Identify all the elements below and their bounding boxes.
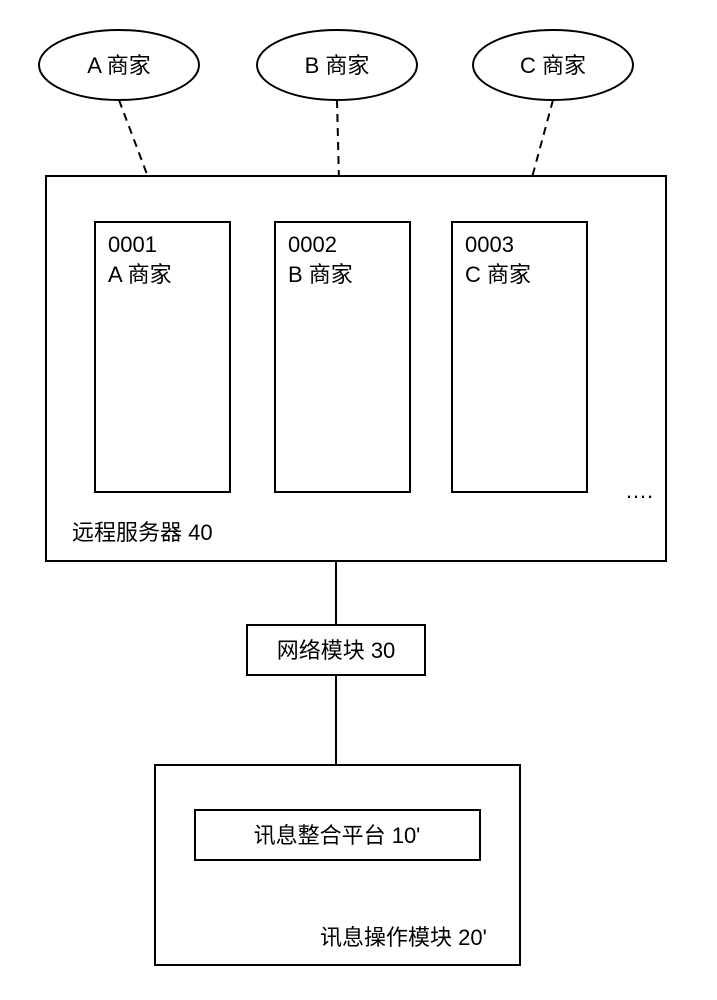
message-op-module-label: 讯息操作模块 20' xyxy=(320,925,487,950)
message-platform-box: 讯息整合平台 10' xyxy=(195,810,480,860)
merchant-c-node: C 商家 xyxy=(473,30,633,100)
message-platform-label: 讯息整合平台 10' xyxy=(254,823,421,848)
server-ellipsis: …. xyxy=(625,478,653,503)
server-card-a-name: A 商家 xyxy=(108,262,172,287)
merchant-b-label: B 商家 xyxy=(305,53,370,78)
remote-server-label: 远程服务器 40 xyxy=(72,520,213,545)
server-card-b-code: 0002 xyxy=(288,232,337,257)
merchant-c-label: C 商家 xyxy=(520,53,586,78)
diagram-canvas: A 商家 B 商家 C 商家 0001 A 商家 0002 B 商家 0003 … xyxy=(0,0,717,1000)
network-module-label: 网络模块 30 xyxy=(277,638,396,663)
network-module-box: 网络模块 30 xyxy=(247,625,425,675)
remote-server-box: 0001 A 商家 0002 B 商家 0003 C 商家 …. 远程服务器 4… xyxy=(46,176,666,561)
server-card-b-name: B 商家 xyxy=(288,262,353,287)
server-card-c-name: C 商家 xyxy=(465,262,531,287)
merchant-b-node: B 商家 xyxy=(257,30,417,100)
server-card-a: 0001 A 商家 xyxy=(95,222,230,492)
server-card-b: 0002 B 商家 xyxy=(275,222,410,492)
merchant-a-node: A 商家 xyxy=(39,30,199,100)
server-card-a-code: 0001 xyxy=(108,232,157,257)
merchant-a-label: A 商家 xyxy=(87,53,151,78)
message-op-module-box: 讯息整合平台 10' 讯息操作模块 20' xyxy=(155,765,520,965)
server-card-c-code: 0003 xyxy=(465,232,514,257)
server-card-c: 0003 C 商家 xyxy=(452,222,587,492)
